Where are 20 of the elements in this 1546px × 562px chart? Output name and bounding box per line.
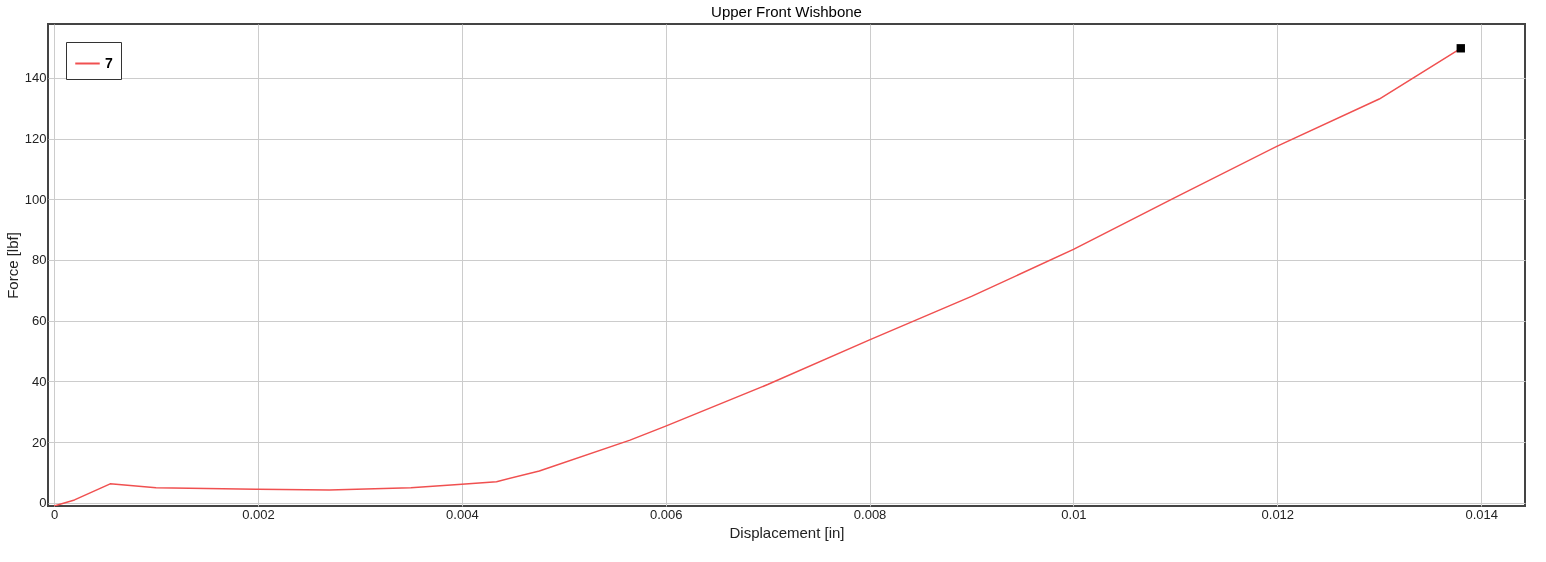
x-tick-label: 0.014 (1465, 506, 1498, 522)
x-tick-label: 0.008 (853, 506, 887, 522)
x-axis-title: Displacement [in] (729, 523, 845, 541)
chart-title: Upper Front Wishbone (711, 3, 862, 20)
x-tick-label: 0.002 (242, 506, 275, 522)
y-tick-label: 20 (32, 434, 47, 450)
y-tick-label: 120 (24, 131, 47, 146)
y-tick-label: 0 (39, 495, 47, 511)
y-tick-label: 80 (32, 252, 47, 268)
legend-label: 7 (105, 54, 113, 71)
x-tick-label: 0 (51, 506, 59, 522)
x-tick-label: 0.006 (649, 506, 683, 522)
y-tick-label: 40 (32, 373, 47, 389)
x-tick-label: 0.012 (1261, 506, 1295, 522)
x-tick-label: 0.01 (1061, 506, 1087, 522)
y-tick-label: 60 (32, 313, 47, 329)
y-tick-label: 100 (24, 191, 47, 207)
y-tick-label: 140 (24, 70, 47, 86)
x-tick-label: 0.004 (446, 506, 479, 522)
y-axis-title: Force [lbf] (3, 232, 21, 299)
